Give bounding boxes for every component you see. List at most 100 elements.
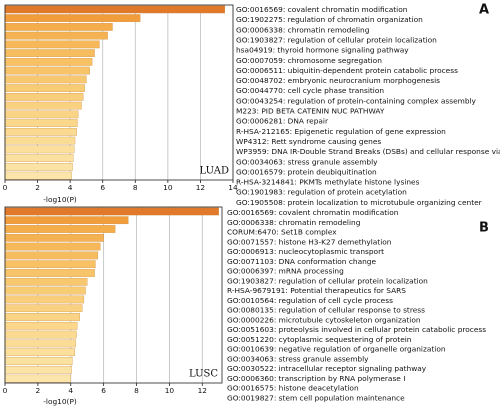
bar (4, 49, 95, 57)
term-label: CORUM:6470: Set1B complex (227, 228, 337, 237)
bar (4, 251, 99, 260)
term-label: GO:0048702: embryonic neurocranium morph… (236, 76, 440, 85)
x-tick-label: 0 (3, 386, 8, 395)
term-label: GO:0019827: stem cell population mainten… (227, 393, 405, 402)
x-tick-label: 2 (35, 183, 40, 192)
term-label: GO:0016569: covalent chromatin modificat… (236, 5, 408, 14)
term-label: GO:0016575: histone deacetylation (227, 384, 359, 393)
panel-letter: A (479, 3, 489, 18)
term-label: GO:0071557: histone H3-K27 demethylation (227, 237, 392, 246)
bar (4, 23, 113, 31)
bar (4, 260, 96, 269)
bar (4, 225, 116, 233)
term-label: R-HSA-3214841: PKMTs methylate histone l… (236, 178, 420, 187)
bar (4, 93, 84, 101)
term-label: GO:0034063: stress granule assembly (227, 354, 369, 363)
term-label: GO:0006281: DNA repair (236, 117, 329, 126)
x-axis-label: -log10(P) (43, 397, 77, 406)
bar (4, 295, 85, 304)
bar (4, 14, 141, 22)
cohort-label: LUSC (189, 369, 218, 380)
bar (4, 75, 87, 84)
bar (4, 119, 78, 127)
term-label: GO:0006913: nucleocytoplasmic transport (227, 247, 384, 256)
term-label: GO:1903827: regulation of cellular prote… (227, 276, 428, 285)
term-label: GO:1901983: regulation of protein acetyl… (236, 188, 407, 197)
term-label: GO:0080135: regulation of cellular respo… (227, 306, 425, 315)
x-tick-label: 8 (134, 386, 139, 395)
bar (4, 101, 82, 110)
bar (4, 110, 79, 119)
term-label: hsa04919: thyroid hormone signaling path… (236, 46, 409, 55)
term-label: GO:0016569: covalent chromatin modificat… (227, 208, 399, 217)
x-tick-label: 10 (163, 183, 173, 192)
term-label: R-HSA-9679191: Potential therapeutics fo… (227, 286, 406, 295)
term-label: GO:0071103: DNA conformation change (227, 257, 376, 266)
bar (4, 163, 73, 171)
term-label: GO:0034063: stress granule assembly (236, 157, 378, 166)
bar (4, 357, 73, 365)
bar (4, 304, 83, 313)
term-label: GO:0010564: regulation of cell cycle pro… (227, 296, 393, 305)
plot-frame (4, 4, 234, 181)
term-label: GO:0043254: regulation of protein-contai… (236, 96, 477, 105)
term-label: WP3959: DNA IR-Double Strand Breaks (DSB… (236, 147, 500, 156)
bar (4, 40, 100, 49)
bar (4, 242, 101, 251)
x-tick-label: 10 (165, 386, 175, 395)
bar (4, 171, 72, 180)
x-tick-label: 0 (3, 183, 8, 192)
bar (4, 321, 78, 330)
bar (4, 374, 71, 383)
cohort-label: LUAD (200, 166, 229, 177)
term-label: GO:0006360: transcription by RNA polymer… (227, 374, 405, 383)
x-tick-label: 4 (68, 386, 73, 395)
x-tick-label: 6 (101, 386, 106, 395)
bar (4, 365, 72, 374)
bar (4, 84, 85, 92)
bar (4, 145, 75, 154)
bar (4, 216, 129, 225)
term-label: GO:0010639: negative regulation of organ… (227, 345, 446, 354)
bar (4, 5, 226, 14)
bar (4, 136, 76, 145)
x-tick-label: 14 (228, 183, 238, 192)
term-label: GO:1905508: protein localization to micr… (236, 198, 483, 207)
term-label: GO:0006338: chromatin remodeling (236, 25, 370, 34)
x-tick-label: 12 (196, 183, 205, 192)
bar (4, 286, 86, 295)
term-label: GO:1902275: regulation of chromatin orga… (236, 15, 423, 24)
x-tick-label: 4 (68, 183, 73, 192)
plot-frame (4, 206, 223, 384)
term-label: GO:1903827: regulation of cellular prote… (236, 35, 437, 44)
panel-letter: B (479, 221, 489, 236)
bar (4, 269, 95, 277)
term-label: GO:0051603: proteolysis involved in cell… (227, 325, 486, 334)
bar (4, 339, 76, 348)
term-label: GO:0030522: intracellular receptor signa… (227, 364, 427, 373)
bar (4, 348, 76, 357)
bar (4, 277, 88, 286)
x-tick-label: 12 (198, 386, 207, 395)
term-label: GO:0000226: microtubule cytoskeleton org… (227, 315, 421, 324)
term-label: GO:0051220: cytoplasmic sequestering of … (227, 335, 412, 344)
bar (4, 31, 108, 40)
bar (4, 207, 219, 216)
bar (4, 313, 80, 321)
bar (4, 233, 104, 242)
term-label: GO:0006511: ubiquitin-dependent protein … (236, 66, 458, 75)
x-tick-label: 2 (36, 386, 41, 395)
term-label: M223: PID BETA CATENIN NUC PATHWAY (236, 107, 385, 116)
term-label: R-HSA-212165: Epigenetic regulation of g… (236, 127, 446, 136)
bar (4, 128, 77, 136)
term-label: WP4312: Rett syndrome causing genes (236, 137, 381, 146)
term-label: GO:0006338: chromatin remodeling (227, 218, 361, 227)
x-axis-label: -log10(P) (43, 195, 77, 204)
term-label: GO:0006397: mRNA processing (227, 267, 344, 276)
x-tick-label: 8 (133, 183, 138, 192)
bar (4, 154, 74, 162)
bar (4, 66, 90, 75)
x-tick-label: 6 (100, 183, 105, 192)
term-label: GO:0007059: chromosome segregation (236, 56, 382, 65)
